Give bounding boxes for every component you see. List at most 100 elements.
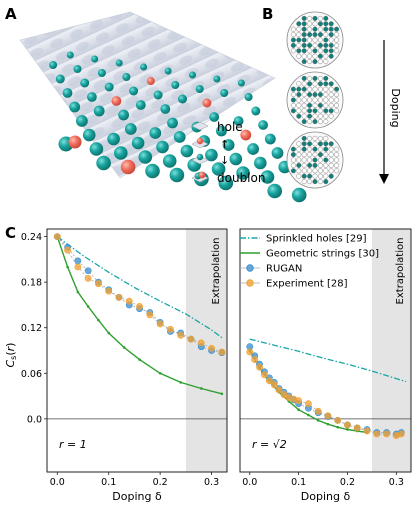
lattice-site: [334, 157, 340, 163]
lattice-site: [290, 146, 296, 152]
lattice-site: [328, 42, 334, 48]
spin-down-atom: [205, 148, 218, 162]
spin-down-atom: [218, 175, 234, 191]
lattice-site: [323, 37, 329, 43]
lattice-site: [301, 53, 307, 59]
lattice-site: [307, 86, 313, 92]
lattice-site: [301, 48, 307, 54]
spin-down-atom: [114, 146, 128, 160]
lattice-site: [317, 102, 323, 108]
spin-down-atom: [244, 93, 253, 101]
lattice-site: [317, 42, 323, 48]
series-point-strings: [86, 305, 90, 308]
lattice-site: [317, 179, 323, 185]
lattice-site: [323, 15, 329, 21]
data-point-experiment: [304, 400, 312, 408]
legend-doublon-label: doublon: [217, 171, 265, 185]
lattice-site: [312, 59, 318, 65]
data-point-rugan: [84, 267, 92, 275]
lattice-site: [323, 168, 329, 174]
lattice-site: [312, 86, 318, 92]
y-tick-label: 0.12: [21, 323, 42, 334]
lattice-site: [312, 97, 318, 103]
y-tick-label: 0.0: [27, 414, 42, 425]
lattice-site: [301, 32, 307, 38]
series-point-strings: [179, 381, 183, 384]
spin-down-atom: [164, 67, 172, 75]
lattice-site: [312, 108, 318, 114]
plot-legend: Sprinkled holes [29] Geometric strings [3…: [240, 234, 379, 290]
lattice-site: [328, 32, 334, 38]
lattice-site: [317, 59, 323, 65]
doping-arrow: Doping: [379, 40, 402, 184]
doublon-atom-b: [68, 135, 82, 149]
spin-down-atom: [66, 51, 74, 59]
lattice-site: [307, 48, 313, 54]
lattice-site: [317, 81, 323, 87]
lattice-site: [307, 102, 313, 108]
lattice-site: [301, 92, 307, 98]
spin-down-atom: [211, 162, 226, 176]
lattice-site: [328, 21, 334, 27]
lattice-site: [296, 26, 302, 32]
legend-down-label: ↓: [220, 154, 229, 167]
spin-down-atom: [76, 115, 88, 127]
spin-down-atom: [233, 116, 244, 126]
lattice-site: [323, 113, 329, 119]
lattice-site: [323, 53, 329, 59]
lattice-site: [301, 173, 307, 179]
data-point-experiment: [324, 412, 332, 420]
series-point-strings: [346, 428, 349, 431]
lattice-site: [317, 135, 323, 141]
lattice-site: [312, 15, 318, 21]
lattice-site: [328, 26, 334, 32]
lattice-site: [290, 32, 296, 38]
lattice-site: [323, 173, 329, 179]
lattice-site: [317, 37, 323, 43]
spin-down-atom: [140, 63, 148, 71]
lattice-site: [301, 108, 307, 114]
data-point-experiment: [167, 325, 174, 333]
legend-label: RUGAN: [266, 264, 302, 275]
lattice-site: [312, 157, 318, 163]
lattice-site: [323, 152, 329, 158]
lattice-site: [312, 102, 318, 108]
lattice-site: [323, 97, 329, 103]
series-point-strings: [97, 318, 100, 322]
lattice-site: [323, 42, 329, 48]
data-point-experiment: [105, 287, 113, 295]
legend-label: Sprinkled holes [29]: [266, 234, 367, 245]
doping-label: Doping: [389, 88, 402, 127]
lattice-site: [290, 26, 296, 32]
spin-up-atom: [202, 98, 212, 108]
series-point-strings: [297, 408, 300, 412]
lattice-site: [312, 48, 318, 54]
data-point-experiment: [373, 430, 381, 438]
lattice-site: [307, 157, 313, 163]
x-tick-label: 0.3: [204, 477, 219, 488]
lattice-site: [328, 37, 334, 43]
spin-down-atom: [124, 123, 137, 135]
data-point-experiment: [84, 274, 92, 282]
spin-down-atom: [178, 94, 187, 104]
spin-down-atom: [260, 170, 275, 184]
spin-down-atom: [236, 166, 250, 180]
spin-down-atom: [80, 78, 90, 88]
lattice-site: [317, 86, 323, 92]
spin-down-atom: [264, 133, 276, 145]
lattice-site: [328, 92, 334, 98]
spin-up-atom: [240, 129, 252, 141]
lattice-site: [317, 173, 323, 179]
lattice-site: [317, 97, 323, 103]
lattice-site: [312, 168, 318, 174]
y-tick-label: 0.18: [21, 278, 42, 289]
spin-down-atom: [253, 156, 267, 170]
lattice-site: [317, 119, 323, 125]
lattice-site: [296, 146, 302, 152]
data-point-experiment: [261, 371, 268, 379]
series-point-strings: [199, 387, 203, 390]
r-annotation: r = 1: [59, 438, 87, 451]
spin-down-atom: [189, 71, 196, 79]
spin-down-atom: [229, 152, 243, 166]
lattice-site: [301, 141, 307, 147]
